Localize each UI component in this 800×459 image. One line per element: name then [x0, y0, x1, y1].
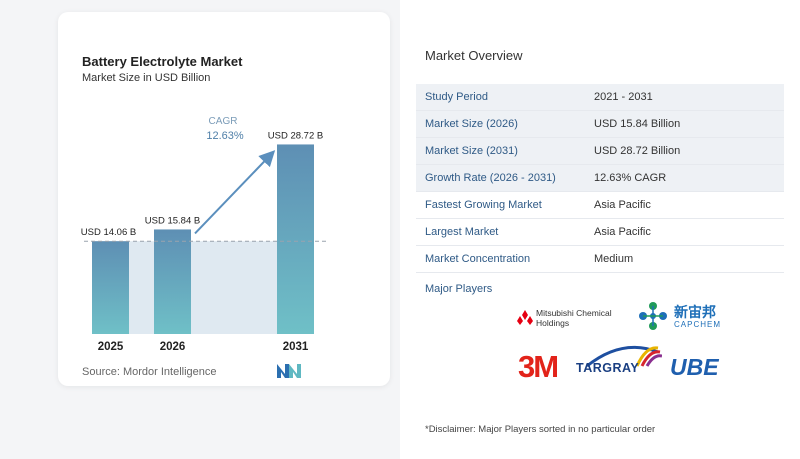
capchem-english-name: CAPCHEM	[674, 320, 722, 329]
bar-2025	[92, 241, 129, 334]
threem-wordmark: 3M	[518, 349, 559, 384]
logo-capchem: 新宙邦 CAPCHEM	[636, 298, 728, 334]
row-divider	[416, 218, 784, 219]
overview-value: Asia Pacific	[594, 199, 651, 211]
targray-arc-icon	[586, 345, 662, 368]
overview-row-market-size-2031: Market Size (2031) USD 28.72 Billion	[416, 138, 784, 164]
row-divider	[416, 164, 784, 165]
overview-value: USD 15.84 Billion	[594, 118, 681, 130]
overview-row-market-size-2026: Market Size (2026) USD 15.84 Billion	[416, 111, 784, 137]
overview-title: Market Overview	[425, 48, 523, 63]
mordor-logo-icon	[277, 364, 301, 378]
targray-wordmark: TARGRAY	[576, 361, 640, 375]
chart-subtitle: Market Size in USD Billion	[82, 72, 211, 84]
overview-label: Market Concentration	[425, 253, 531, 265]
overview-value: 12.63% CAGR	[594, 172, 667, 184]
row-divider	[416, 110, 784, 111]
major-players-title: Major Players	[425, 283, 493, 295]
overview-row-largest-market: Largest Market Asia Pacific	[416, 219, 784, 245]
source-text: Source: Mordor Intelligence	[82, 366, 217, 378]
overview-row-fastest-growing: Fastest Growing Market Asia Pacific	[416, 192, 784, 218]
overview-row-concentration: Market Concentration Medium	[416, 246, 784, 272]
market-overview-panel: Market Overview Study Period 2021 - 2031…	[400, 0, 800, 459]
overview-label: Market Size (2031)	[425, 145, 518, 157]
overview-label: Growth Rate (2026 - 2031)	[425, 172, 556, 184]
row-divider	[416, 272, 784, 273]
cagr-arrow	[194, 150, 276, 235]
overview-value: Asia Pacific	[594, 226, 651, 238]
ube-wordmark: UBE	[670, 354, 719, 380]
overview-label: Largest Market	[425, 226, 499, 238]
chart-card: CAGR 12.63% USD 14.06 B 2025 USD 15.84 B 20…	[58, 12, 390, 386]
overview-value: 2021 - 2031	[594, 91, 653, 103]
overview-row-study-period: Study Period 2021 - 2031	[416, 84, 784, 110]
overview-label: Study Period	[425, 91, 488, 103]
logo-mitsubishi-chemical: Mitsubishi Chemical Holdings	[512, 300, 632, 334]
overview-value: Medium	[594, 253, 634, 265]
row-divider	[416, 137, 784, 138]
overview-label: Market Size (2026)	[425, 118, 518, 130]
mitsubishi-diamonds-icon	[517, 310, 533, 325]
capchem-molecule-icon	[639, 302, 667, 330]
mitsubishi-name-line1: Mitsubishi Chemical	[536, 308, 612, 318]
category-label-2025: 2025	[98, 341, 124, 353]
overview-row-growth-rate: Growth Rate (2026 - 2031) 12.63% CAGR	[416, 165, 784, 191]
logo-ube: UBE	[666, 344, 728, 388]
row-divider	[416, 245, 784, 246]
logo-targray: TARGRAY	[576, 340, 664, 384]
overview-label: Fastest Growing Market	[425, 199, 542, 211]
cagr-value: 12.63%	[206, 130, 244, 142]
row-divider	[416, 191, 784, 192]
bar-2031	[277, 144, 314, 334]
category-label-2031: 2031	[283, 341, 309, 353]
category-label-2026: 2026	[160, 341, 186, 353]
value-label-2031: USD 28.72 B	[268, 130, 323, 141]
value-label-2025: USD 14.06 B	[81, 227, 136, 238]
bar-chart: CAGR 12.63% USD 14.06 B 2025 USD 15.84 B 20…	[81, 116, 328, 353]
disclaimer-text: *Disclaimer: Major Players sorted in no …	[425, 424, 656, 435]
logo-3m: 3M	[514, 344, 572, 388]
value-label-2026: USD 15.84 B	[145, 215, 200, 226]
mitsubishi-name-line2: Holdings	[536, 318, 570, 328]
cagr-label: CAGR	[209, 116, 238, 127]
overview-value: USD 28.72 Billion	[594, 145, 681, 157]
chart-title: Battery Electrolyte Market	[82, 54, 243, 69]
capchem-chinese-name: 新宙邦	[674, 305, 716, 321]
bar-2026	[154, 229, 191, 334]
